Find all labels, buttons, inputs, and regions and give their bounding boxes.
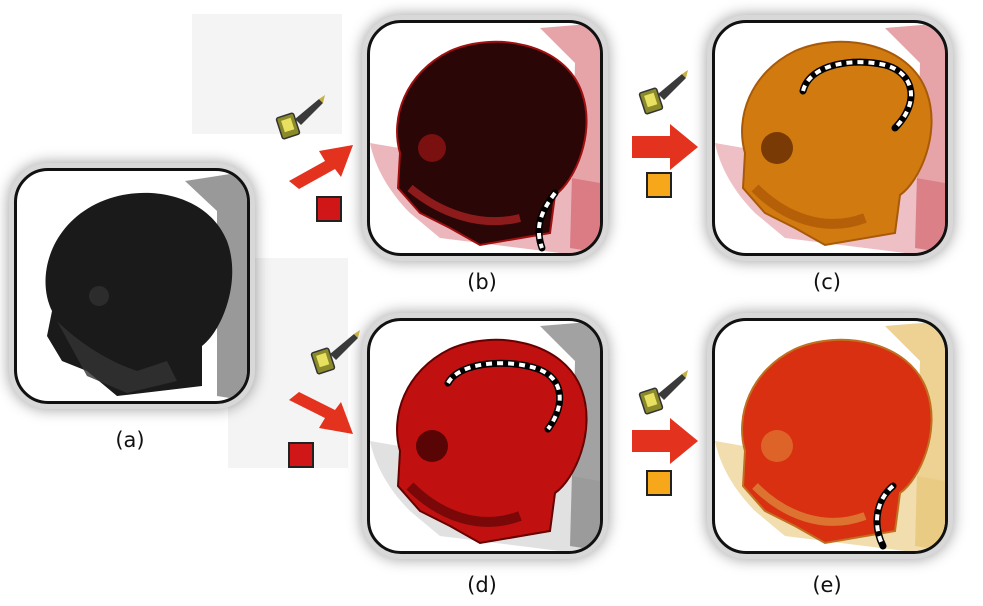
right-arrow-icon (289, 392, 353, 434)
panel-e (712, 318, 948, 554)
skull-render-e (715, 321, 945, 551)
right-arrow-icon (289, 145, 353, 189)
orange-color-swatch (646, 172, 672, 198)
skull-render-d (370, 321, 600, 551)
right-arrow-icon (632, 418, 698, 464)
panel-b (367, 20, 603, 256)
red-color-swatch (288, 442, 314, 468)
skull-render-c (715, 23, 945, 253)
orange-color-swatch (646, 470, 672, 496)
paintbrush-icon (275, 95, 325, 140)
paintbrush-icon (638, 370, 688, 415)
background-block (192, 14, 342, 134)
panel-a (14, 168, 250, 404)
caption-b: (b) (467, 270, 497, 294)
caption-a: (a) (115, 428, 145, 452)
panel-c (712, 20, 948, 256)
red-color-swatch (316, 196, 342, 222)
panel-d (367, 318, 603, 554)
paintbrush-icon (310, 330, 360, 375)
skull-render-b (370, 23, 600, 253)
right-arrow-icon (632, 124, 698, 170)
paintbrush-icon (638, 70, 688, 115)
caption-e: (e) (812, 573, 842, 597)
caption-d: (d) (467, 573, 497, 597)
caption-c: (c) (813, 270, 841, 294)
skull-render-a (45, 171, 247, 401)
